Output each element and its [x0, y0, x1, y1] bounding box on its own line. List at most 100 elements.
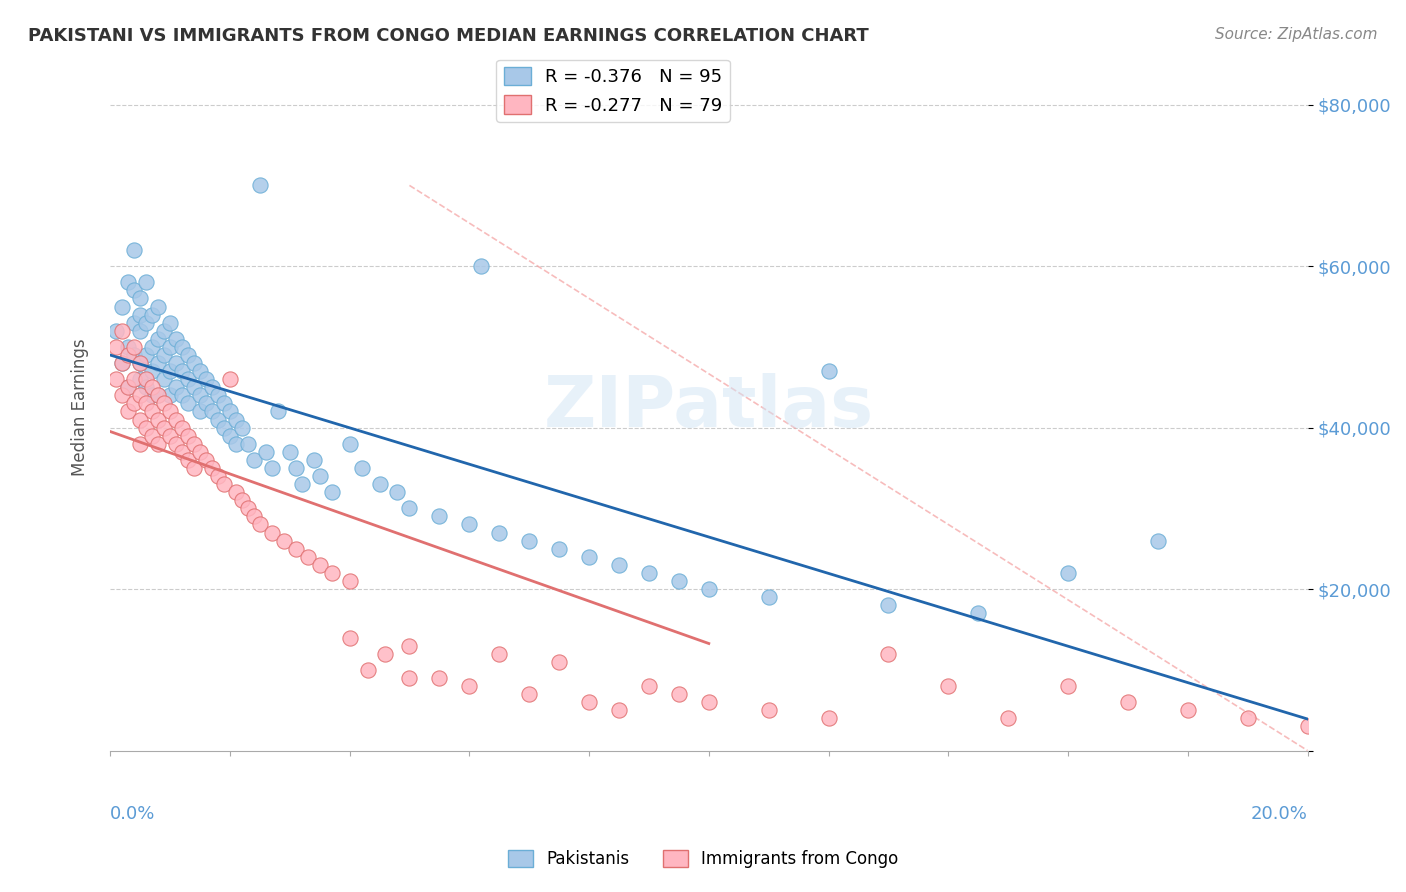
Point: [188, 388, 211, 402]
Text: 0.0%: 0.0%: [110, 805, 156, 823]
Point: [339, 436, 361, 450]
Point: [578, 549, 600, 564]
Point: [297, 549, 319, 564]
Point: [967, 607, 990, 621]
Point: [117, 380, 139, 394]
Point: [111, 324, 134, 338]
Point: [877, 598, 900, 612]
Point: [159, 428, 181, 442]
Point: [129, 292, 152, 306]
Point: [122, 348, 145, 362]
Point: [122, 284, 145, 298]
Point: [1147, 533, 1170, 548]
Point: [141, 388, 163, 402]
Y-axis label: Median Earnings: Median Earnings: [72, 339, 89, 476]
Text: PAKISTANI VS IMMIGRANTS FROM CONGO MEDIAN EARNINGS CORRELATION CHART: PAKISTANI VS IMMIGRANTS FROM CONGO MEDIA…: [28, 27, 869, 45]
Point: [212, 420, 235, 434]
Point: [177, 396, 200, 410]
Point: [129, 436, 152, 450]
Point: [129, 356, 152, 370]
Point: [122, 372, 145, 386]
Point: [159, 404, 181, 418]
Point: [578, 695, 600, 709]
Point: [398, 501, 420, 516]
Point: [141, 428, 163, 442]
Point: [260, 525, 283, 540]
Point: [188, 364, 211, 378]
Point: [668, 574, 690, 588]
Point: [607, 703, 630, 717]
Point: [374, 647, 396, 661]
Point: [111, 356, 134, 370]
Point: [212, 477, 235, 491]
Point: [170, 420, 193, 434]
Point: [470, 259, 492, 273]
Point: [129, 388, 152, 402]
Point: [242, 453, 264, 467]
Point: [194, 453, 217, 467]
Point: [146, 436, 169, 450]
Point: [201, 380, 224, 394]
Point: [117, 404, 139, 418]
Point: [368, 477, 391, 491]
Point: [278, 445, 301, 459]
Point: [165, 412, 187, 426]
Point: [225, 485, 247, 500]
Point: [141, 380, 163, 394]
Point: [183, 461, 205, 475]
Point: [141, 308, 163, 322]
Point: [249, 178, 271, 193]
Point: [242, 509, 264, 524]
Point: [877, 647, 900, 661]
Point: [356, 663, 378, 677]
Point: [111, 356, 134, 370]
Point: [111, 388, 134, 402]
Point: [302, 453, 325, 467]
Point: [183, 356, 205, 370]
Point: [817, 364, 839, 378]
Point: [488, 647, 510, 661]
Point: [105, 372, 128, 386]
Point: [668, 687, 690, 701]
Point: [129, 412, 152, 426]
Point: [249, 517, 271, 532]
Point: [1177, 703, 1199, 717]
Point: [398, 639, 420, 653]
Point: [427, 671, 450, 685]
Point: [165, 380, 187, 394]
Point: [207, 388, 229, 402]
Point: [105, 340, 128, 354]
Point: [458, 679, 481, 693]
Point: [170, 388, 193, 402]
Point: [339, 574, 361, 588]
Point: [218, 428, 240, 442]
Point: [177, 348, 200, 362]
Point: [141, 404, 163, 418]
Point: [146, 388, 169, 402]
Point: [212, 396, 235, 410]
Point: [122, 243, 145, 257]
Point: [350, 461, 373, 475]
Point: [207, 469, 229, 483]
Point: [339, 631, 361, 645]
Point: [517, 533, 540, 548]
Point: [697, 582, 720, 596]
Point: [236, 436, 259, 450]
Point: [488, 525, 510, 540]
Point: [997, 711, 1019, 725]
Point: [159, 364, 181, 378]
Point: [236, 501, 259, 516]
Point: [194, 396, 217, 410]
Point: [697, 695, 720, 709]
Point: [225, 436, 247, 450]
Legend: Pakistanis, Immigrants from Congo: Pakistanis, Immigrants from Congo: [501, 843, 905, 875]
Point: [387, 485, 409, 500]
Point: [758, 703, 780, 717]
Point: [194, 372, 217, 386]
Point: [165, 332, 187, 346]
Point: [153, 420, 176, 434]
Point: [225, 412, 247, 426]
Point: [135, 348, 157, 362]
Point: [260, 461, 283, 475]
Point: [218, 404, 240, 418]
